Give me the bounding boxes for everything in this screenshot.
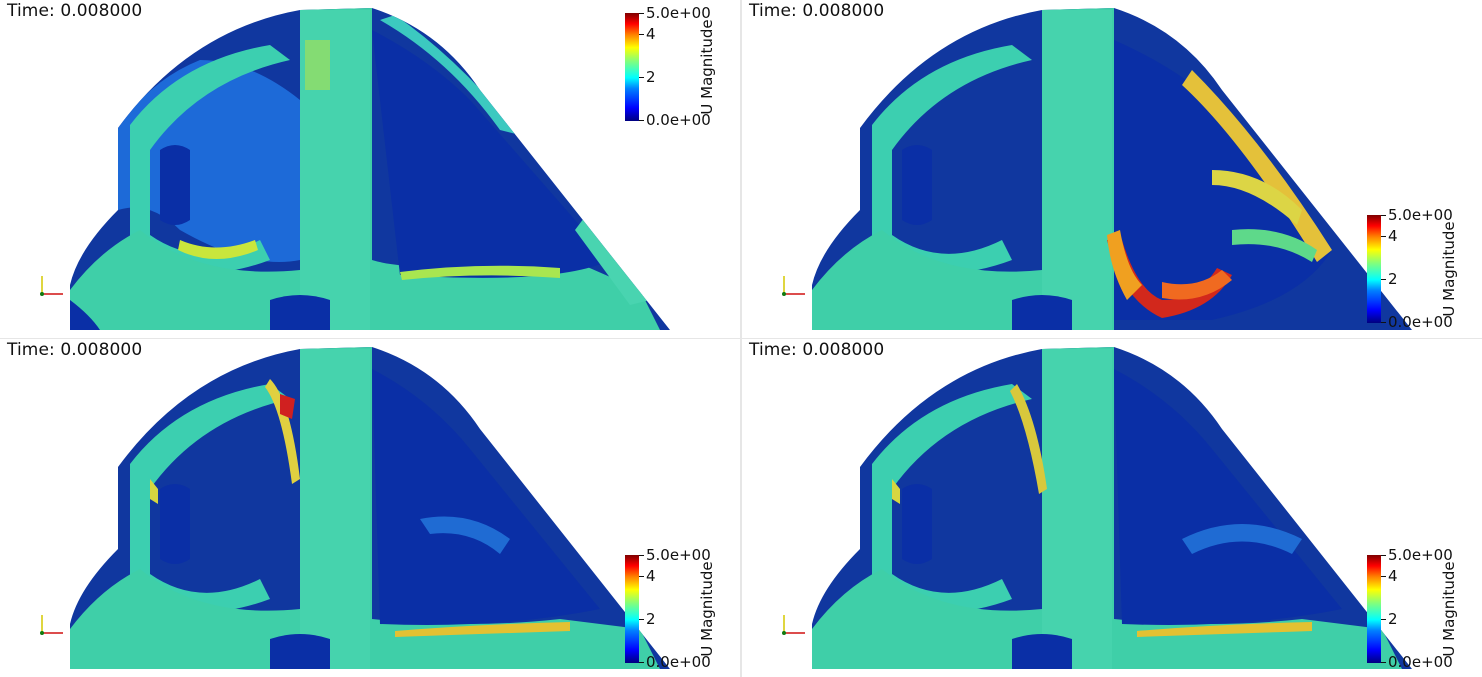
colorbar-tick <box>1381 555 1386 556</box>
time-label: Time: 0.008000 <box>749 340 885 360</box>
colorbar-tick <box>639 576 644 577</box>
time-label: Time: 0.008000 <box>7 340 143 360</box>
colorbar-title: U Magnitude <box>698 19 716 115</box>
colorbar[interactable]: 5.0e+00 4 2 0.0e+00 U Magnitude <box>625 546 725 671</box>
colorbar-max-label: 5.0e+00 <box>646 546 711 564</box>
render-view-4[interactable]: Time: 0.008000 5.0e+00 4 2 0.0e+00 U Mag… <box>742 339 1482 677</box>
colorbar-tick-label: 4 <box>1388 567 1398 585</box>
colorbar-tick <box>1381 279 1386 280</box>
colorbar-min-label: 0.0e+00 <box>1388 313 1453 331</box>
render-view-1[interactable]: Time: 0.008000 5.0e+00 4 2 0.0e+00 U Mag… <box>0 0 740 338</box>
render-view-3[interactable]: Time: 0.008000 5.0e+00 4 2 0.0e+00 U Mag… <box>0 339 740 677</box>
velocity-field-plot <box>812 8 1412 330</box>
render-view-2[interactable]: Time: 0.008000 5.0e+00 4 2 0.0e+00 U Mag… <box>742 0 1482 338</box>
colorbar-tick-label: 4 <box>646 567 656 585</box>
colorbar-title: U Magnitude <box>1440 561 1458 657</box>
colorbar-tick <box>1381 619 1386 620</box>
orientation-axes-icon <box>40 615 63 635</box>
colorbar-gradient <box>625 555 639 663</box>
colorbar[interactable]: 5.0e+00 4 2 0.0e+00 U Magnitude <box>625 4 725 129</box>
velocity-field-plot <box>812 347 1412 669</box>
colorbar-tick <box>1381 662 1386 663</box>
colorbar-tick <box>639 13 644 14</box>
colorbar-max-label: 5.0e+00 <box>646 4 711 22</box>
colorbar-gradient <box>1367 215 1381 323</box>
colorbar-tick <box>1381 236 1386 237</box>
colorbar-tick <box>639 555 644 556</box>
colorbar-gradient <box>1367 555 1381 663</box>
colorbar[interactable]: 5.0e+00 4 2 0.0e+00 U Magnitude <box>1367 206 1467 331</box>
colorbar-title: U Magnitude <box>1440 221 1458 317</box>
time-label: Time: 0.008000 <box>7 1 143 21</box>
colorbar-tick-label: 2 <box>1388 610 1398 628</box>
velocity-field-plot <box>70 347 670 669</box>
colorbar-tick-label: 4 <box>646 25 656 43</box>
colorbar[interactable]: 5.0e+00 4 2 0.0e+00 U Magnitude <box>1367 546 1467 671</box>
colorbar-title: U Magnitude <box>698 561 716 657</box>
colorbar-tick <box>639 662 644 663</box>
colorbar-max-label: 5.0e+00 <box>1388 206 1453 224</box>
colorbar-tick-label: 2 <box>646 68 656 86</box>
colorbar-min-label: 0.0e+00 <box>646 111 711 129</box>
colorbar-max-label: 5.0e+00 <box>1388 546 1453 564</box>
colorbar-tick <box>1381 215 1386 216</box>
colorbar-tick <box>639 34 644 35</box>
colorbar-tick <box>639 619 644 620</box>
velocity-field-plot <box>70 8 670 330</box>
colorbar-tick-label: 2 <box>1388 270 1398 288</box>
colorbar-min-label: 0.0e+00 <box>1388 653 1453 671</box>
colorbar-min-label: 0.0e+00 <box>646 653 711 671</box>
colorbar-gradient <box>625 13 639 121</box>
colorbar-tick-label: 2 <box>646 610 656 628</box>
colorbar-tick <box>639 77 644 78</box>
horizontal-divider[interactable] <box>0 338 1482 339</box>
colorbar-tick-label: 4 <box>1388 227 1398 245</box>
colorbar-tick <box>639 120 644 121</box>
orientation-axes-icon <box>40 276 63 296</box>
time-label: Time: 0.008000 <box>749 1 885 21</box>
orientation-axes-icon <box>782 276 805 296</box>
colorbar-tick <box>1381 322 1386 323</box>
orientation-axes-icon <box>782 615 805 635</box>
colorbar-tick <box>1381 576 1386 577</box>
